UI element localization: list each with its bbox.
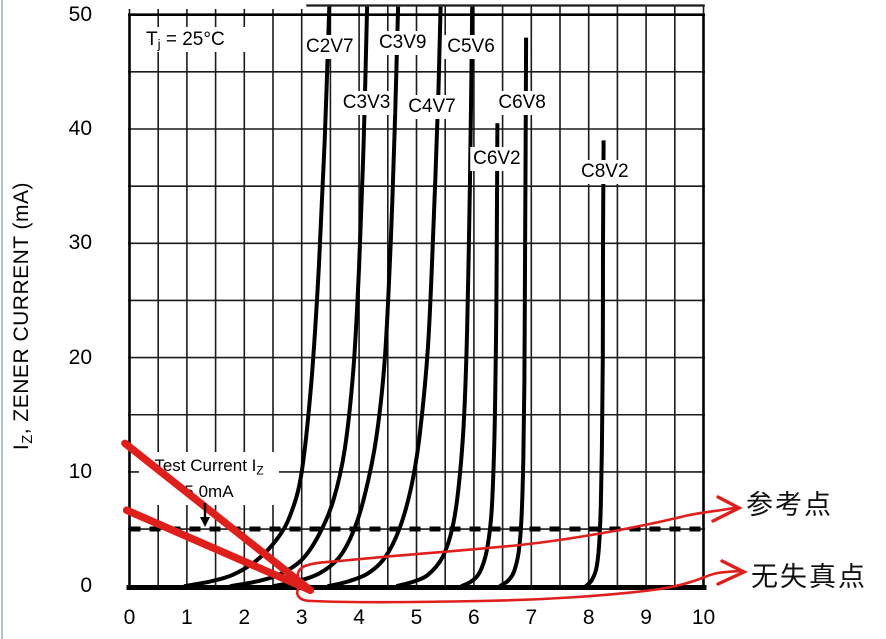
x-tick-label-9: 9 — [640, 606, 652, 629]
y-tick-label-40: 40 — [68, 117, 92, 140]
y-tick-label-20: 20 — [68, 345, 92, 369]
zener-curve-C4V7 — [327, 6, 443, 589]
x-tick-label-10: 10 — [691, 606, 716, 629]
zener-curve-C6V2 — [460, 123, 500, 589]
test-current-annotation: Test Current IZ 5.0mA — [139, 452, 279, 505]
x-tick-label-0: 0 — [123, 606, 136, 629]
x-tick-label-1: 1 — [181, 606, 193, 629]
y-tick-label-10: 10 — [68, 459, 92, 483]
curve-label-C6V8: C6V8 — [495, 90, 549, 115]
curve-label-C4V7: C4V7 — [405, 95, 459, 120]
x-tick-label-3: 3 — [295, 606, 308, 629]
test-current-arrowhead — [200, 517, 210, 528]
x-tick-label-8: 8 — [582, 606, 595, 629]
callout-arrow-1 — [296, 506, 736, 588]
x-tick-label-4: 4 — [353, 606, 365, 629]
curve-label-C3V9: C3V9 — [375, 31, 430, 56]
callout-arrowhead-2 — [716, 559, 748, 586]
red-load-line-1 — [121, 439, 315, 594]
x-tick-label-2: 2 — [238, 606, 251, 629]
curve-label-C6V2: C6V2 — [470, 146, 524, 171]
curve-label-C2V7: C2V7 — [303, 34, 357, 59]
test-current-subscript: Z — [256, 463, 264, 478]
test-current-text: Test Current I — [154, 456, 257, 475]
callout-arrow-2 — [296, 569, 742, 604]
callout-reference-point: 参考点 — [746, 490, 833, 521]
condition-value: = 25°C — [160, 29, 225, 50]
curve-label-C8V2: C8V2 — [578, 160, 632, 185]
callout-no-distortion-point: 无失真点 — [751, 562, 867, 593]
window-left-edge — [1, 0, 3, 639]
zener-curve-C3V9 — [272, 6, 401, 589]
condition-subscript: j — [157, 36, 161, 52]
condition-symbol: T — [146, 29, 158, 50]
callout-arrowhead-1 — [711, 495, 743, 523]
test-current-line1: Test Current IZ — [139, 455, 279, 481]
zener-curve-C6V8 — [498, 37, 529, 588]
curve-label-C3V3: C3V3 — [339, 90, 394, 115]
y-tick-label-50: 50 — [68, 2, 92, 26]
zener-curve-C2V7 — [183, 6, 332, 589]
curve-label-C5V6: C5V6 — [444, 34, 498, 59]
x-tick-label-6: 6 — [468, 606, 480, 629]
y-tick-label-0: 0 — [80, 574, 92, 598]
x-tick-label-7: 7 — [525, 606, 538, 629]
y-tick-label-30: 30 — [68, 231, 92, 255]
condition-label: Tj = 25°C — [141, 27, 250, 52]
x-tick-label-5: 5 — [410, 606, 423, 629]
red-load-line-2 — [122, 506, 315, 594]
zener-curve-C8V2 — [584, 140, 606, 588]
